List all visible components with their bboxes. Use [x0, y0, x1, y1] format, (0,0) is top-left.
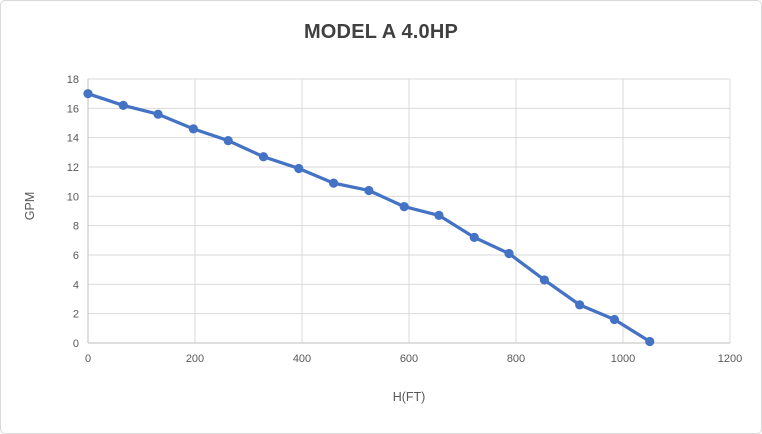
y-tick-label: 14: [67, 133, 79, 145]
data-point-marker: [609, 314, 620, 325]
data-point-marker: [118, 100, 128, 110]
y-tick-label: 8: [73, 221, 79, 233]
data-point-marker: [469, 232, 479, 242]
data-point-marker: [153, 109, 163, 119]
y-tick-label: 2: [73, 309, 79, 321]
x-tick-label: 1200: [718, 353, 742, 365]
data-point-marker: [83, 89, 93, 99]
y-tick-label: 10: [67, 191, 79, 203]
x-tick-label: 600: [400, 353, 418, 365]
y-tick-label: 4: [73, 279, 79, 291]
x-axis-title: H(FT): [392, 390, 426, 404]
data-point-marker: [399, 202, 409, 212]
data-point-marker: [294, 163, 304, 174]
data-point-marker: [188, 124, 198, 134]
data-point-marker: [645, 336, 655, 347]
y-tick-label: 16: [67, 103, 79, 115]
data-point-marker: [575, 300, 585, 310]
y-tick-label: 0: [73, 338, 79, 350]
x-tick-label: 200: [186, 353, 204, 365]
x-tick-label: 400: [293, 353, 311, 365]
data-point-marker: [504, 248, 514, 259]
data-point-marker: [434, 210, 444, 220]
data-point-marker: [223, 136, 233, 146]
data-point-marker: [258, 152, 269, 162]
y-tick-label: 12: [67, 162, 79, 174]
y-axis-title: GPM: [23, 191, 37, 221]
data-point-marker: [364, 185, 374, 196]
x-tick-label: 0: [85, 353, 91, 365]
series-line: [86, 92, 652, 344]
x-tick-label: 1000: [611, 353, 635, 365]
y-tick-label: 6: [73, 250, 79, 262]
y-tick-label: 18: [67, 74, 79, 86]
chart-title: MODEL A 4.0HP: [303, 21, 459, 43]
x-tick-label: 800: [507, 353, 525, 365]
data-point-marker: [539, 275, 549, 285]
data-point-marker: [328, 178, 339, 188]
